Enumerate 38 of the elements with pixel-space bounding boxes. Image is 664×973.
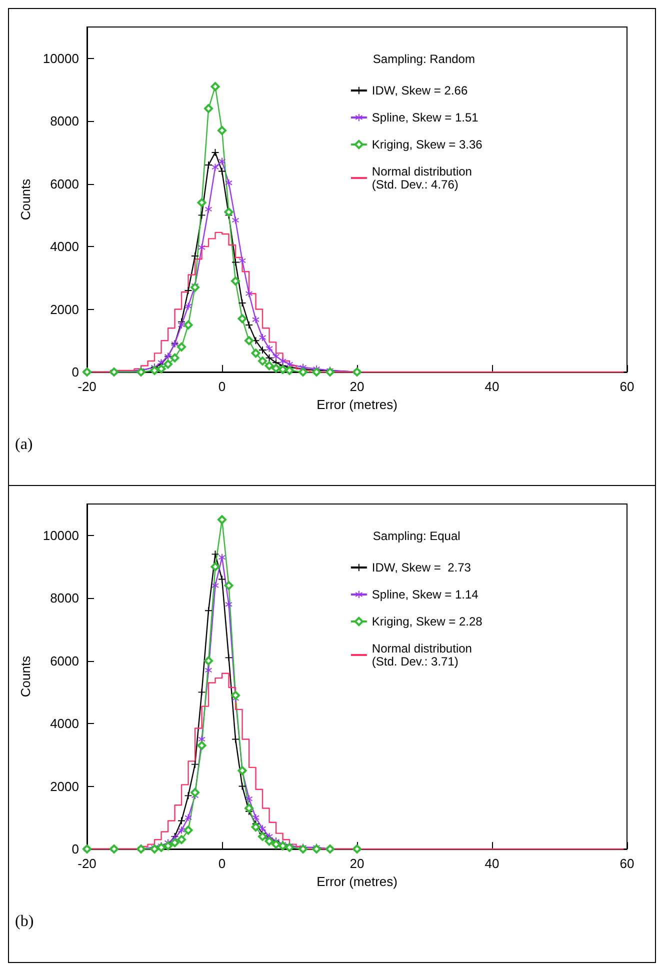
y-tick-label: 4000 [50, 716, 79, 732]
x-axis-title: Error (metres) [316, 397, 398, 412]
x-tick-label: 0 [218, 379, 226, 394]
x-tick-label: -20 [78, 856, 96, 871]
x-axis-title: Error (metres) [316, 874, 398, 889]
y-tick-label: 2000 [50, 778, 79, 794]
y-tick-label: 2000 [50, 302, 79, 317]
x-tick-label: 20 [350, 856, 364, 871]
y-axis-title: Counts [18, 178, 33, 220]
legend-label: Normal distribution (Std. Dev.: 3.71) [372, 642, 472, 668]
legend-label: Kriging, Skew = 2.28 [372, 614, 483, 628]
y-axis-title: Counts [18, 655, 33, 698]
x-tick-label: 40 [484, 856, 500, 871]
x-tick-label: -20 [78, 379, 96, 394]
legend-label: Normal distribution (Std. Dev.: 4.76) [372, 164, 472, 192]
y-tick-label: 4000 [50, 239, 79, 254]
text: (a) [14, 435, 34, 454]
legend-label: IDW, Skew = 2.73 [372, 560, 472, 574]
legend-label: Spline, Skew = 1.14 [372, 588, 479, 602]
text: (b) [14, 912, 35, 931]
y-tick-label: 0 [72, 842, 79, 856]
x-tick-label: 20 [350, 379, 364, 394]
x-tick-label: 0 [218, 856, 226, 871]
legend-label: IDW, Skew = 2.66 [372, 84, 468, 98]
y-tick-label: 6000 [50, 653, 79, 668]
y-tick-label: 8000 [50, 590, 79, 606]
legend-label: Spline, Skew = 1.51 [372, 110, 479, 124]
y-tick-label: 6000 [50, 176, 79, 192]
x-tick-label: 40 [484, 379, 500, 394]
y-tick-label: 10000 [42, 50, 79, 66]
y-tick-label: 8000 [50, 114, 79, 129]
legend-label: Kriging, Skew = 3.36 [372, 138, 483, 152]
x-tick-label: 60 [620, 379, 634, 394]
legend-title: Sampling: Equal [372, 529, 460, 543]
legend-title: Sampling: Random [372, 52, 475, 66]
x-tick-label: 60 [620, 856, 634, 871]
y-tick-label: 0 [72, 364, 79, 380]
y-tick-label: 10000 [42, 528, 79, 543]
